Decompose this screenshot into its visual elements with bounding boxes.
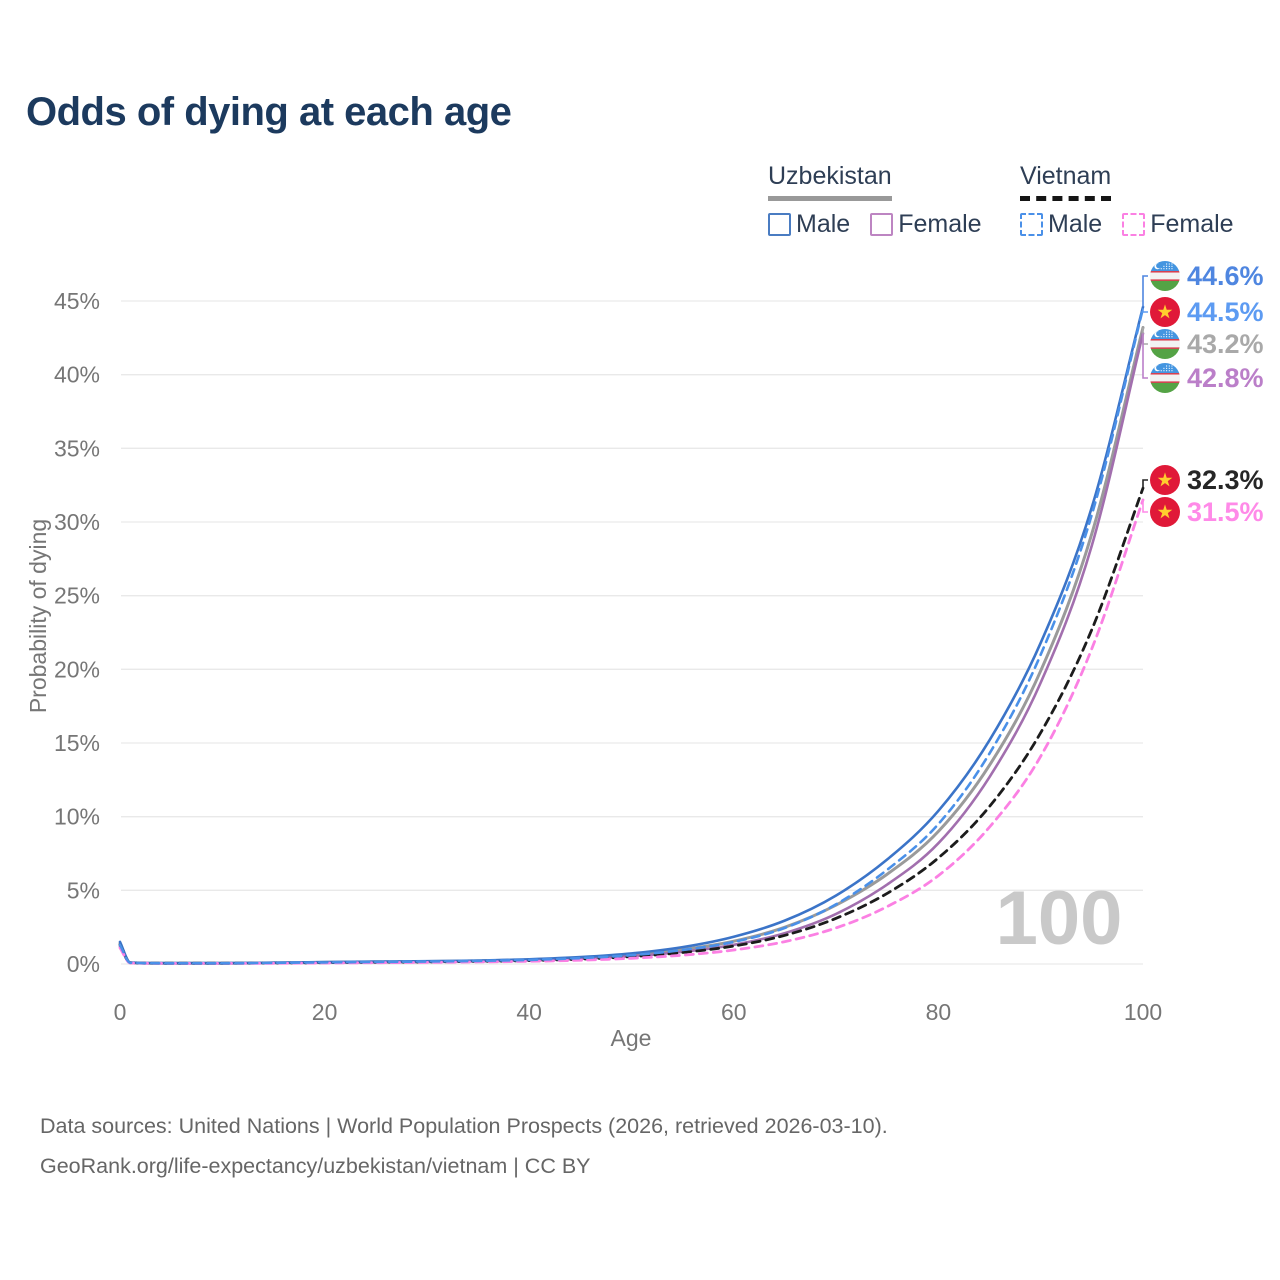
chart-title: Odds of dying at each age bbox=[26, 90, 512, 134]
series-line-vietnam-male bbox=[118, 307, 1145, 965]
x-tick-label: 0 bbox=[114, 999, 127, 1025]
legend-country-vietnam[interactable]: Vietnam bbox=[1020, 162, 1112, 201]
vietnam-female-swatch[interactable] bbox=[1122, 213, 1146, 236]
legend-label-vietnam-female[interactable]: Female bbox=[1150, 210, 1234, 238]
end-value-label: 42.8% bbox=[1187, 362, 1264, 393]
y-tick-label: 35% bbox=[54, 435, 100, 461]
y-tick-label: 15% bbox=[54, 730, 100, 756]
series-line-uzbekistan-both-sexes bbox=[118, 326, 1145, 965]
legend-item-vietnam-female[interactable]: Female bbox=[1122, 210, 1234, 239]
footer-attribution: GeoRank.org/life-expectancy/uzbekistan/v… bbox=[40, 1154, 591, 1178]
label-connector bbox=[1142, 333, 1148, 379]
vietnam-flag-icon bbox=[1150, 465, 1180, 495]
y-tick-label: 30% bbox=[54, 509, 100, 535]
vietnam-male-swatch[interactable] bbox=[1020, 213, 1043, 236]
vietnam-flag-icon bbox=[1150, 297, 1180, 327]
y-tick-label: 10% bbox=[54, 804, 100, 830]
label-connector bbox=[1142, 308, 1148, 313]
uzbekistan-male-swatch[interactable] bbox=[768, 213, 791, 236]
legend-group-uzbekistan: Uzbekistan Male Female bbox=[768, 162, 982, 239]
end-label-uzbekistan-female: 42.8% bbox=[1150, 362, 1264, 394]
y-axis-title: Probability of dying bbox=[25, 519, 51, 713]
series-line-uzbekistan-female bbox=[118, 332, 1145, 965]
x-tick-label: 100 bbox=[1124, 999, 1162, 1025]
vietnam-flag-icon bbox=[1150, 497, 1180, 527]
axis-tick-labels: 0% 5% 10% 15% 20% 25% 30% 35% 40% 45% 0 20 40 60 80 100… bbox=[25, 288, 1162, 1051]
y-tick-label: 0% bbox=[67, 951, 100, 977]
x-tick-label: 80 bbox=[926, 999, 952, 1025]
legend-items-uzbekistan: Male Female bbox=[768, 210, 982, 239]
footer: Data sources: United Nations | World Pop… bbox=[40, 1106, 888, 1186]
end-value-label: 32.3% bbox=[1187, 464, 1264, 495]
y-tick-label: 40% bbox=[54, 362, 100, 388]
legend-group-vietnam: Vietnam Male Female bbox=[1020, 162, 1234, 239]
footer-sources: Data sources: United Nations | World Pop… bbox=[40, 1114, 888, 1138]
legend-label-uzbekistan-male[interactable]: Male bbox=[796, 210, 851, 238]
end-label-vietnam-female: 31.5% bbox=[1150, 496, 1264, 528]
end-value-label: 43.2% bbox=[1187, 328, 1264, 359]
x-axis-title: Age bbox=[611, 1025, 652, 1051]
uzbekistan-flag-icon bbox=[1150, 261, 1180, 291]
end-value-label: 44.5% bbox=[1187, 296, 1264, 327]
y-tick-label: 5% bbox=[67, 877, 100, 903]
uzbekistan-flag-icon bbox=[1150, 363, 1180, 393]
series-line-vietnam-both-sexes bbox=[118, 486, 1145, 965]
legend-country-uzbekistan[interactable]: Uzbekistan bbox=[768, 162, 892, 201]
y-tick-label: 45% bbox=[54, 288, 100, 314]
uzbekistan-flag-icon bbox=[1150, 329, 1180, 359]
x-tick-label: 60 bbox=[721, 999, 747, 1025]
label-connector bbox=[1142, 275, 1148, 307]
label-connector bbox=[1142, 499, 1148, 513]
legend-item-uzbekistan-female[interactable]: Female bbox=[870, 210, 982, 239]
legend-label-vietnam-male[interactable]: Male bbox=[1048, 210, 1103, 238]
series-lines bbox=[118, 305, 1145, 965]
end-label-uzbekistan-both: 43.2% bbox=[1150, 328, 1264, 360]
x-tick-label: 40 bbox=[516, 999, 542, 1025]
end-label-vietnam-male: 44.5% bbox=[1150, 296, 1264, 328]
legend-items-vietnam: Male Female bbox=[1020, 210, 1234, 239]
age-counter-watermark: 100 bbox=[996, 876, 1123, 961]
gridlines bbox=[121, 300, 1143, 965]
y-tick-label: 25% bbox=[54, 583, 100, 609]
x-tick-label: 20 bbox=[312, 999, 338, 1025]
legend-label-uzbekistan-female[interactable]: Female bbox=[898, 210, 982, 238]
legend-item-vietnam-male[interactable]: Male bbox=[1020, 210, 1102, 239]
y-tick-label: 20% bbox=[54, 656, 100, 682]
series-line-uzbekistan-male bbox=[118, 305, 1145, 965]
legend-item-uzbekistan-male[interactable]: Male bbox=[768, 210, 850, 239]
end-value-label: 44.6% bbox=[1187, 260, 1264, 291]
end-label-vietnam-both: 32.3% bbox=[1150, 464, 1264, 496]
label-connector bbox=[1142, 479, 1148, 489]
end-value-label: 31.5% bbox=[1187, 496, 1264, 527]
end-label-uzbekistan-male: 44.6% bbox=[1150, 260, 1264, 292]
label-connectors bbox=[1142, 275, 1148, 513]
series-line-vietnam-female bbox=[118, 498, 1145, 965]
uzbekistan-female-swatch[interactable] bbox=[870, 213, 894, 236]
